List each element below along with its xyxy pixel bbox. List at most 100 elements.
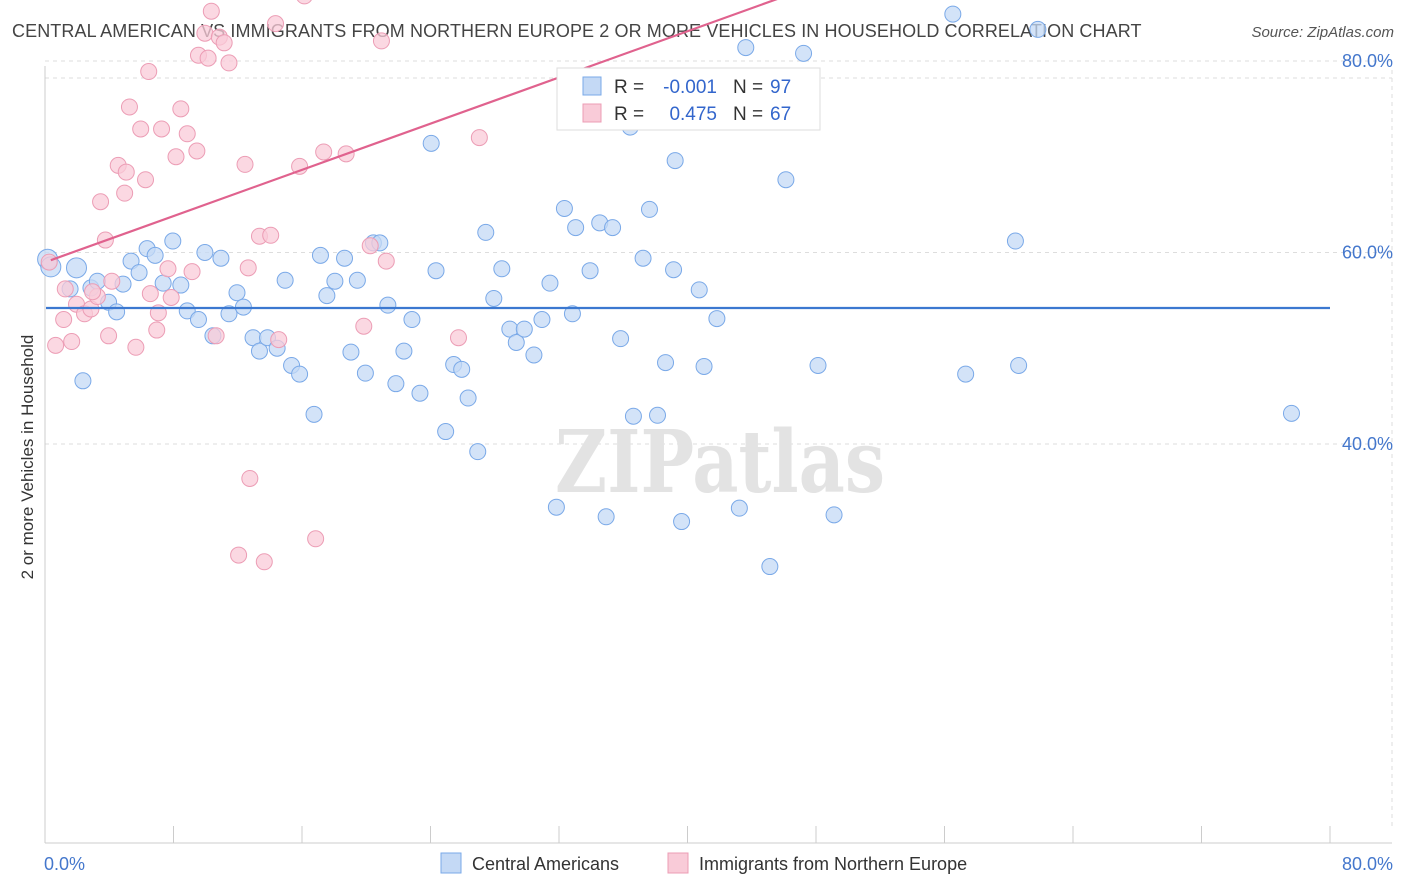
northern-europe-point — [449, 329, 467, 347]
northern-europe-point — [47, 336, 65, 354]
northern-europe-point — [361, 237, 379, 255]
central-american-point — [326, 272, 344, 290]
watermark-text: ZIPatlas — [555, 412, 885, 513]
points — [37, 0, 1300, 576]
central-american-point — [336, 249, 354, 267]
central-american-point — [525, 346, 543, 364]
central-american-point — [485, 289, 503, 307]
central-american-point — [305, 405, 323, 423]
northern-europe-point — [159, 260, 177, 278]
northern-europe-trendline — [50, 0, 778, 262]
legend-r-label: R = — [614, 104, 644, 125]
northern-europe-point — [307, 530, 325, 548]
northern-europe-point — [267, 15, 285, 33]
northern-europe-point — [55, 311, 73, 329]
central-american-point — [356, 364, 374, 382]
central-american-point — [547, 498, 565, 516]
y-tick-label: 80.0% — [1342, 51, 1393, 71]
central-american-point — [555, 199, 573, 217]
bottom-legend-swatch — [440, 852, 462, 874]
central-american-point — [567, 219, 585, 237]
central-american-point — [250, 342, 268, 360]
northern-europe-point — [167, 148, 185, 166]
central-american-point — [761, 558, 779, 576]
central-american-point — [563, 305, 581, 323]
central-american-point — [172, 276, 190, 294]
northern-europe-point — [120, 98, 138, 116]
central-american-point — [122, 252, 140, 270]
central-american-point — [154, 274, 172, 292]
central-american-point — [541, 274, 559, 292]
northern-europe-point — [40, 253, 58, 271]
central-american-point — [708, 310, 726, 328]
northern-europe-point — [262, 226, 280, 244]
central-american-point — [1029, 20, 1047, 38]
northern-europe-point — [116, 184, 134, 202]
central-american-point — [507, 334, 525, 352]
northern-europe-point — [355, 317, 373, 335]
northern-europe-point — [239, 259, 257, 277]
legend-n-value: 97 — [770, 77, 791, 98]
central-american-point — [809, 356, 827, 374]
central-american-point — [604, 219, 622, 237]
central-american-point — [957, 365, 975, 383]
central-american-point — [1282, 404, 1300, 422]
central-american-point — [649, 406, 667, 424]
central-american-point — [342, 343, 360, 361]
legend: R = -0.001 N = 97 R = 0.475 N = 67 — [556, 67, 821, 131]
y-tick-label: 60.0% — [1342, 243, 1393, 263]
central-american-point — [657, 354, 675, 372]
axes: 100.0%80.0%60.0%40.0%0.0%80.0%2 or more … — [18, 51, 1393, 874]
northern-europe-point — [207, 327, 225, 345]
central-american-point — [515, 320, 533, 338]
central-american-point — [730, 499, 748, 517]
central-american-point — [737, 39, 755, 57]
northern-europe-point — [377, 252, 395, 270]
northern-europe-point — [140, 63, 158, 81]
northern-europe-point — [315, 143, 333, 161]
central-american-point — [477, 223, 495, 241]
central-american-point — [220, 305, 238, 323]
central-american-point — [634, 249, 652, 267]
bottom-legend-swatch — [667, 852, 689, 874]
northern-europe-point — [178, 125, 196, 143]
northern-europe-point — [127, 338, 145, 356]
central-american-point — [665, 261, 683, 279]
chart-title: CENTRAL AMERICAN VS IMMIGRANTS FROM NORT… — [12, 21, 1142, 41]
central-american-point — [493, 260, 511, 278]
central-american-point — [624, 407, 642, 425]
central-american-point — [944, 5, 962, 23]
central-american-point — [311, 246, 329, 264]
central-american-point — [65, 257, 87, 279]
central-american-point — [108, 303, 126, 321]
central-american-point — [453, 360, 471, 378]
central-american-point — [276, 271, 294, 289]
northern-europe-point — [236, 155, 254, 173]
central-american-point — [469, 443, 487, 461]
central-american-point — [695, 357, 713, 375]
northern-europe-point — [470, 129, 488, 147]
central-american-point — [640, 200, 658, 218]
legend-r-value: 0.475 — [669, 104, 717, 125]
northern-europe-point — [63, 333, 81, 351]
central-american-point — [533, 311, 551, 329]
northern-europe-point — [230, 546, 248, 564]
central-american-point — [427, 262, 445, 280]
northern-europe-point — [202, 2, 220, 20]
central-american-point — [777, 171, 795, 189]
central-american-point — [189, 311, 207, 329]
northern-europe-point — [56, 280, 74, 298]
legend-n-label: N = — [733, 104, 763, 125]
central-american-point — [146, 246, 164, 264]
central-american-point — [581, 262, 599, 280]
central-american-point — [673, 513, 691, 531]
central-american-point — [597, 508, 615, 526]
central-american-point — [1006, 232, 1024, 250]
central-american-point — [196, 244, 214, 261]
legend-r-value: -0.001 — [663, 77, 717, 98]
northern-europe-point — [92, 193, 110, 211]
central-american-point — [228, 284, 246, 302]
northern-europe-point — [220, 54, 238, 72]
northern-europe-point — [172, 100, 190, 118]
northern-europe-point — [137, 171, 155, 189]
